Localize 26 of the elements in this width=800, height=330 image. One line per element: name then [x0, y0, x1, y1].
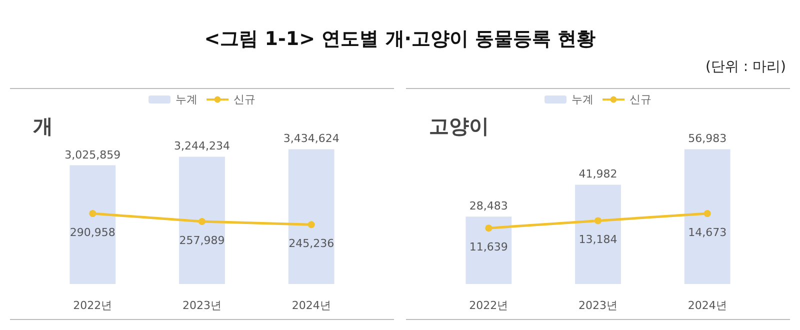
chart-title: 개 — [33, 114, 53, 138]
x-tick-label: 2022년 — [73, 299, 112, 312]
legend-label: 누계 — [176, 93, 198, 106]
data-label: 28,483 — [469, 200, 508, 213]
data-label: 11,639 — [469, 240, 508, 254]
legend-label: 누계 — [572, 93, 594, 106]
data-label: 56,983 — [688, 132, 727, 146]
data-label: 245,236 — [288, 237, 334, 250]
data-label: 3,244,234 — [174, 140, 230, 153]
data-label: 3,025,859 — [64, 148, 121, 162]
data-label: 290,958 — [70, 226, 116, 240]
legend-label: 신규 — [630, 93, 652, 106]
data-label: 257,989 — [179, 234, 225, 248]
data-label: 14,673 — [688, 226, 727, 240]
x-tick-label: 2022년 — [469, 299, 508, 312]
data-label: 3,434,624 — [283, 132, 340, 146]
chart-title: 고양이 — [429, 114, 489, 138]
x-tick-label: 2024년 — [688, 299, 727, 312]
data-label: 41,982 — [578, 168, 618, 181]
legend-label: 신규 — [234, 93, 256, 106]
text: (단위 : 마리) — [705, 58, 786, 76]
text: <그림 1-1> 연도별 개·고양이 동물등록 현황 — [203, 27, 597, 52]
x-tick-label: 2024년 — [292, 299, 331, 312]
x-tick-label: 2023년 — [182, 299, 222, 312]
x-tick-label: 2023년 — [578, 299, 618, 312]
data-label: 13,184 — [578, 233, 618, 246]
